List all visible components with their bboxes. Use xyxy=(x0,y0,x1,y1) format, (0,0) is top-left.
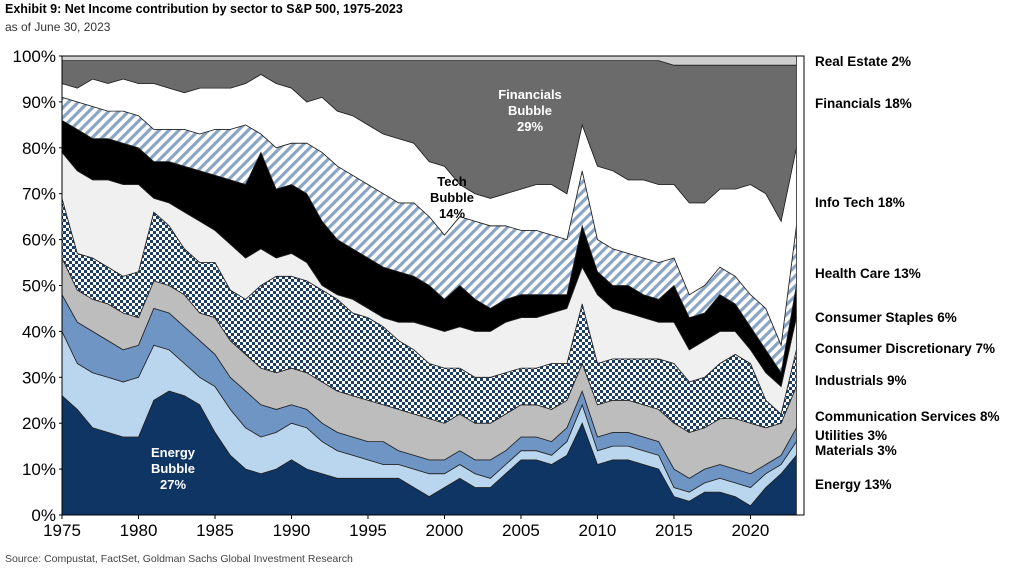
y-tick-label: 80% xyxy=(22,139,56,158)
x-tick-label: 1985 xyxy=(196,521,234,540)
x-tick-label: 2020 xyxy=(732,521,770,540)
x-tick-label: 1995 xyxy=(349,521,387,540)
x-tick-label: 2015 xyxy=(655,521,693,540)
y-tick-label: 50% xyxy=(22,277,56,296)
y-tick-label: 40% xyxy=(22,322,56,341)
annotation-financials-bubble: Financials Bubble 29% xyxy=(498,87,562,134)
chart-title: Exhibit 9: Net Income contribution by se… xyxy=(5,2,403,16)
sector-label-utilities: Utilities 3% xyxy=(815,428,887,443)
y-tick-label: 90% xyxy=(22,93,56,112)
annotations: Financials Bubble 29% Tech Bubble 14% Energy Bu… xyxy=(151,87,562,492)
source-note: Source: Compustat, FactSet, Goldman Sach… xyxy=(5,553,353,565)
x-tick-label: 2010 xyxy=(579,521,617,540)
chart-subtitle: as of June 30, 2023 xyxy=(5,20,111,34)
sector-label-communication: Communication Services 8% xyxy=(815,409,1000,424)
axes: 0% 10% 20% 30% 40% 50% 60% 70% 80% 90% 100% 1975 198… xyxy=(13,47,805,540)
y-tick-label: 100% xyxy=(13,47,56,66)
sector-label-discretionary: Consumer Discretionary 7% xyxy=(815,341,995,356)
y-tick-label: 70% xyxy=(22,185,56,204)
x-tick-label: 1975 xyxy=(43,521,81,540)
y-tick-label: 30% xyxy=(22,368,56,387)
x-tick-label: 2000 xyxy=(426,521,464,540)
sector-label-infotech: Info Tech 18% xyxy=(815,195,905,210)
sector-label-energy: Energy 13% xyxy=(815,477,892,492)
sector-label-materials: Materials 3% xyxy=(815,443,897,458)
y-tick-label: 10% xyxy=(22,460,56,479)
x-tick-label: 2005 xyxy=(502,521,540,540)
sector-labels: Real Estate 2% Financials 18% Info Tech 18… xyxy=(815,54,1000,492)
annotation-tech-bubble: Tech Bubble 14% xyxy=(430,174,474,221)
annotation-energy-bubble: Energy Bubble 27% xyxy=(151,445,196,492)
sector-label-industrials: Industrials 9% xyxy=(815,373,907,388)
sector-label-financials: Financials 18% xyxy=(815,96,912,111)
x-tick-label: 1980 xyxy=(120,521,158,540)
y-tick-label: 20% xyxy=(22,414,56,433)
sector-label-realestate: Real Estate 2% xyxy=(815,54,911,69)
x-tick-label: 1990 xyxy=(273,521,311,540)
y-tick-label: 60% xyxy=(22,231,56,250)
sector-label-healthcare: Health Care 13% xyxy=(815,266,921,281)
y-tick-label: 0% xyxy=(31,506,56,525)
sector-label-staples: Consumer Staples 6% xyxy=(815,310,957,325)
plot-area xyxy=(61,55,797,516)
